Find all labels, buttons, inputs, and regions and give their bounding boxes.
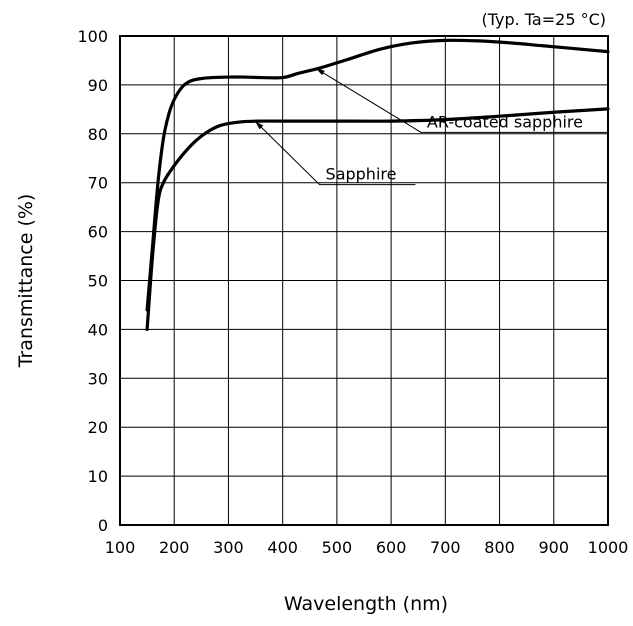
leader-line-sapphire <box>254 120 416 186</box>
x-tick-label: 100 <box>105 538 136 557</box>
y-tick-label: 30 <box>88 369 108 388</box>
y-tick-label: 100 <box>77 27 108 46</box>
x-tick-label: 500 <box>322 538 353 557</box>
annotation-label-sapphire: Sapphire <box>326 165 397 184</box>
y-tick-label: 10 <box>88 467 108 486</box>
x-tick-label: 800 <box>484 538 515 557</box>
x-axis-label: Wavelength (nm) <box>284 593 448 615</box>
y-axis-label: Transmittance (%) <box>15 194 37 369</box>
x-tick-label: 700 <box>430 538 461 557</box>
x-tick-label: 200 <box>159 538 190 557</box>
leader-line-ar-coated-sapphire <box>315 67 608 133</box>
annotation-label-ar-coated-sapphire: AR-coated sapphire <box>427 112 583 131</box>
y-tick-label: 80 <box>88 125 108 144</box>
series-line-sapphire <box>145 107 610 331</box>
y-tick-label: 0 <box>98 516 108 535</box>
y-tick-label: 70 <box>88 174 108 193</box>
series-lines <box>145 38 610 331</box>
leader-arrowhead <box>315 68 325 76</box>
x-tick-label: 300 <box>213 538 244 557</box>
x-tick-labels: 100 200 300 400 500 600 700 800 900 1000 <box>105 538 629 557</box>
grid-lines <box>120 36 608 525</box>
y-tick-label: 40 <box>88 320 108 339</box>
y-tick-label: 50 <box>88 272 108 291</box>
conditions-note: (Typ. Ta=25 °C) <box>481 10 606 29</box>
annotations: AR-coated sapphire Sapphire <box>254 67 608 186</box>
y-tick-label: 60 <box>88 223 108 242</box>
y-tick-labels: 0 10 20 30 40 50 60 70 80 90 100 <box>77 27 108 535</box>
x-tick-label: 1000 <box>588 538 629 557</box>
x-tick-label: 600 <box>376 538 407 557</box>
y-tick-label: 20 <box>88 418 108 437</box>
y-tick-label: 90 <box>88 76 108 95</box>
leader-arrowhead <box>255 121 264 130</box>
x-tick-label: 400 <box>267 538 298 557</box>
series-line-ar-coated-sapphire <box>145 38 610 312</box>
x-tick-label: 900 <box>539 538 570 557</box>
plot-frame <box>119 35 609 526</box>
